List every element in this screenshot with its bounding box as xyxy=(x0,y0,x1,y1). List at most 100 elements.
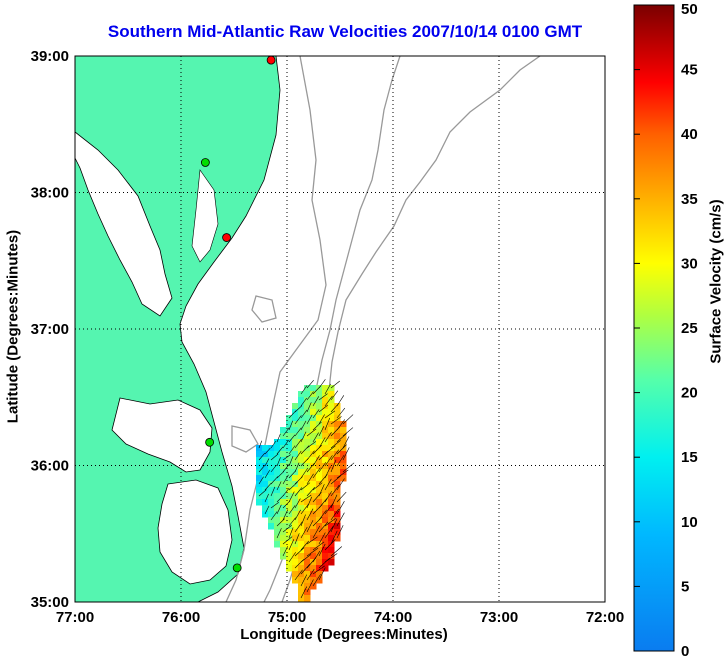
velocity-cell xyxy=(322,517,329,524)
velocity-cell xyxy=(310,499,317,506)
velocity-cell xyxy=(292,493,299,500)
velocity-cell xyxy=(310,571,317,578)
velocity-cell xyxy=(268,457,275,464)
velocity-vector xyxy=(264,482,272,491)
velocity-cell xyxy=(286,535,293,542)
velocity-cell xyxy=(328,547,335,554)
velocity-vector xyxy=(288,456,294,467)
velocity-vector xyxy=(342,427,354,437)
velocity-cell xyxy=(286,463,293,470)
velocity-cell xyxy=(310,547,317,554)
velocity-cell xyxy=(274,463,281,470)
y-tick-labels: 39:00 38:00 37:00 36:00 35:00 xyxy=(31,48,69,611)
velocity-cell xyxy=(322,391,329,398)
velocity-vector xyxy=(288,505,296,515)
velocity-vector xyxy=(336,433,347,443)
velocity-cell xyxy=(322,511,329,518)
velocity-vector xyxy=(258,476,264,485)
velocity-cell xyxy=(286,415,293,422)
velocity-cell xyxy=(328,463,335,470)
velocity-cell xyxy=(310,445,317,452)
velocity-cell xyxy=(262,451,269,458)
velocity-vector xyxy=(318,509,327,521)
velocity-cell xyxy=(274,493,281,500)
velocity-vector xyxy=(276,504,282,515)
velocity-vector xyxy=(318,532,326,545)
velocity-cell xyxy=(304,397,311,404)
velocity-vector xyxy=(312,574,321,587)
velocity-cell xyxy=(268,469,275,476)
velocity-cell xyxy=(298,415,305,422)
velocity-vector xyxy=(288,481,298,491)
y-tick-label: 36:00 xyxy=(31,458,69,475)
velocity-vector xyxy=(264,493,269,503)
velocity-vector xyxy=(330,402,340,413)
velocity-vector xyxy=(312,516,323,527)
velocity-vector xyxy=(294,439,302,449)
velocity-vector xyxy=(306,508,314,521)
velocity-cell xyxy=(328,415,335,422)
velocity-cell xyxy=(304,529,311,536)
velocity-cell xyxy=(256,451,263,458)
velocity-cell xyxy=(286,475,293,482)
velocity-cell xyxy=(334,445,341,452)
velocity-vector xyxy=(282,546,288,557)
velocity-cell xyxy=(322,493,329,500)
velocity-cell xyxy=(334,409,341,416)
velocity-cell xyxy=(280,445,287,452)
velocity-cell xyxy=(310,511,317,518)
y-tick-label: 38:00 xyxy=(31,185,69,202)
velocity-vector xyxy=(306,487,315,497)
velocity-vector xyxy=(276,528,282,539)
velocity-vector xyxy=(330,380,341,389)
velocity-vector xyxy=(324,432,332,443)
velocity-cell xyxy=(340,421,347,428)
velocity-cell xyxy=(292,451,299,458)
velocity-vector xyxy=(300,574,308,587)
velocity-cell xyxy=(316,559,323,566)
velocity-cell xyxy=(316,499,323,506)
y-axis-label: Latitude (Degrees:Minutes) xyxy=(4,229,22,424)
y-tick-label: 39:00 xyxy=(31,48,69,65)
velocity-vector xyxy=(330,416,342,425)
velocity-cell xyxy=(262,511,269,518)
velocity-vector xyxy=(306,557,317,569)
velocity-cell xyxy=(274,499,281,506)
velocity-cell xyxy=(322,385,329,392)
velocity-cell xyxy=(262,505,269,512)
velocity-vector xyxy=(306,441,317,449)
velocity-cell xyxy=(322,529,329,536)
velocity-cell xyxy=(334,475,341,482)
velocity-cell xyxy=(274,511,281,518)
velocity-cell xyxy=(298,409,305,416)
velocity-cell xyxy=(292,445,299,452)
velocity-cell xyxy=(274,439,281,446)
velocity-cell xyxy=(304,517,311,524)
velocity-cell xyxy=(322,499,329,506)
velocity-cell xyxy=(274,535,281,542)
velocity-vector xyxy=(336,491,347,503)
colorbar-tick-label: 40 xyxy=(681,126,698,143)
velocity-cell xyxy=(322,553,329,560)
velocity-cell xyxy=(298,439,305,446)
velocity-cell xyxy=(268,493,275,500)
velocity-cell xyxy=(334,439,341,446)
velocity-cell xyxy=(292,439,299,446)
velocity-vector xyxy=(300,409,308,419)
velocity-cell xyxy=(280,511,287,518)
velocity-cell xyxy=(298,511,305,518)
velocity-vector xyxy=(312,455,320,467)
velocity-vector xyxy=(336,512,345,527)
velocity-cell xyxy=(322,433,329,440)
velocity-cell xyxy=(286,511,293,518)
velocity-vector xyxy=(270,502,280,509)
velocity-cell xyxy=(280,487,287,494)
velocity-cell xyxy=(292,553,299,560)
velocity-vector xyxy=(324,417,331,431)
velocity-cell xyxy=(334,487,341,494)
velocity-vector xyxy=(324,410,336,419)
velocity-cell xyxy=(334,529,341,536)
velocity-cell xyxy=(274,469,281,476)
velocity-cell xyxy=(316,415,323,422)
velocity-cell xyxy=(292,535,299,542)
